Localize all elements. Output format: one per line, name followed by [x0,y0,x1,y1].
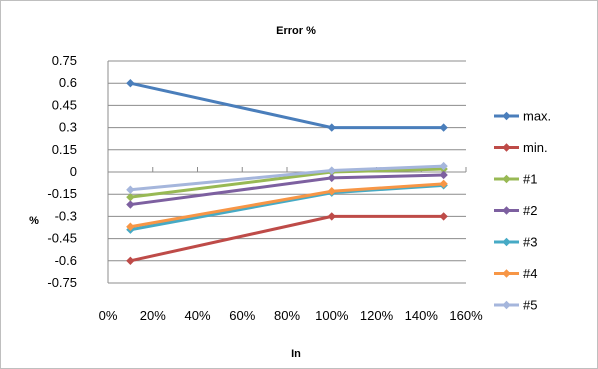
data-point [439,170,448,180]
data-point [327,123,336,132]
x-tick-label: 140% [405,308,439,323]
chart-title: Error % [276,25,316,37]
y-axis-title: % [29,215,39,227]
legend-swatch-marker [502,111,511,121]
legend-label: #5 [523,298,537,313]
legend-entry: #1 [494,172,537,187]
x-tick-label: 20% [140,308,166,323]
x-axis-title: In [291,348,301,360]
data-point [126,256,135,265]
y-tick-label: 0 [70,164,77,179]
x-tick-label: 120% [360,308,394,323]
data-point [439,179,448,189]
legend-entry: max. [494,109,551,124]
legend-swatch-marker [502,143,511,152]
data-point [327,187,336,196]
legend-swatch-marker [502,269,511,278]
legend-entry: #4 [494,266,537,281]
data-point [126,79,135,88]
legend-entry: min. [494,140,548,155]
x-tick-label: 40% [184,308,210,323]
legend-swatch-marker [502,174,511,184]
legend-label: #2 [523,203,537,218]
y-tick-label: 0.15 [52,142,77,157]
x-tick-label: 60% [229,308,255,323]
legend-swatch-marker [502,206,511,215]
y-tick-label: -0.75 [47,275,77,290]
data-point [439,212,448,221]
y-tick-label: -0.6 [55,253,77,268]
data-point [439,161,448,171]
y-tick-label: -0.45 [47,231,77,246]
legend-entry: #2 [494,203,537,218]
y-tick-label: 0.3 [59,120,77,135]
data-point [327,166,336,175]
data-point [126,192,135,202]
x-tick-label: 0% [99,308,118,323]
legend-label: #1 [523,172,537,187]
data-point [126,185,135,194]
y-tick-label: -0.3 [55,208,77,223]
y-tick-label: 0.45 [52,97,77,112]
legend-label: max. [523,109,551,124]
legend-label: #3 [523,235,537,250]
data-point [327,212,336,221]
legend-label: min. [523,140,548,155]
data-point [439,123,448,132]
legend-entry: #5 [494,298,537,313]
y-tick-label: 0.6 [59,75,77,90]
x-tick-label: 80% [274,308,300,323]
legend-entry: #3 [494,235,537,250]
data-point [126,200,135,209]
y-tick-label: 0.75 [52,53,77,68]
x-tick-label: 100% [315,308,349,323]
y-tick-label: -0.15 [47,186,77,201]
legend-swatch-marker [502,237,511,247]
x-tick-label: 160% [449,308,483,323]
data-point [327,173,336,183]
legend-swatch-marker [502,300,511,310]
legend-label: #4 [523,266,537,281]
